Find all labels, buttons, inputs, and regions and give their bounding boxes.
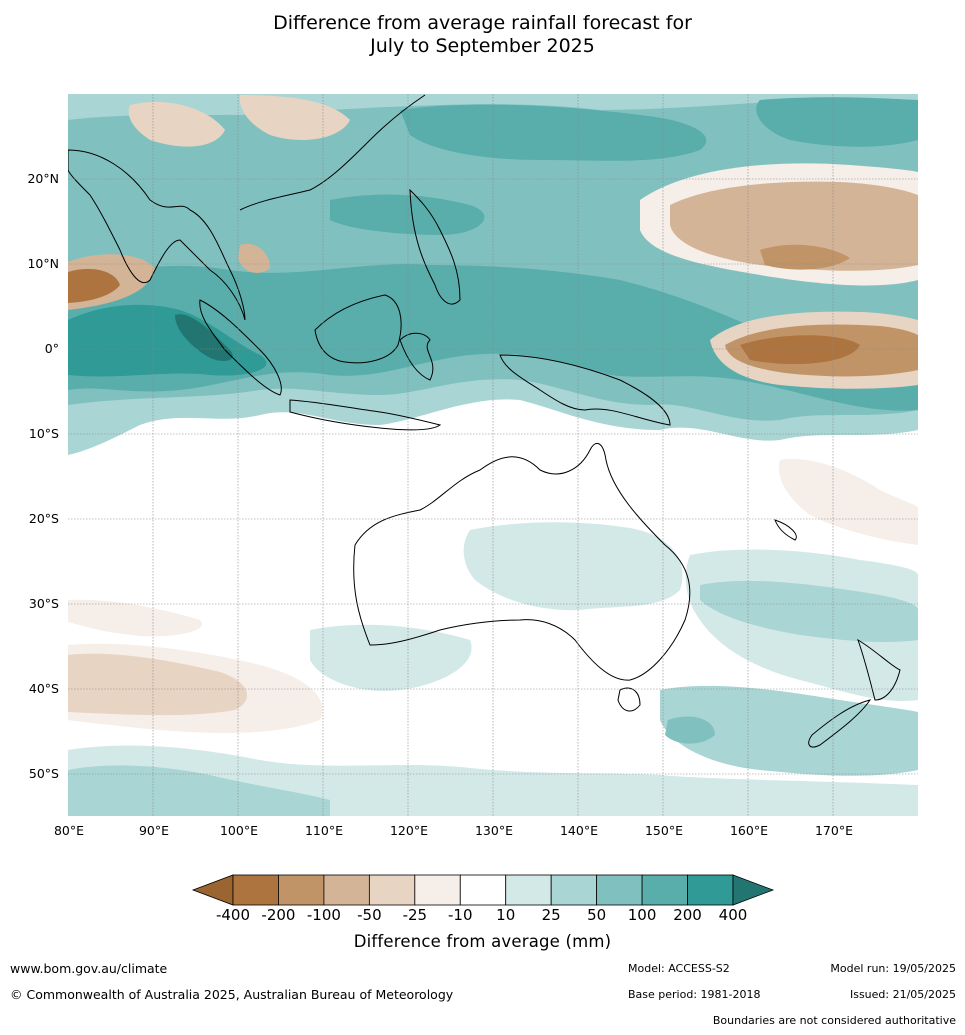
wet-patch-southeast	[665, 716, 715, 744]
lat-label: 50°S	[29, 766, 59, 781]
footer-issued: Issued: 21/05/2025	[849, 988, 956, 1001]
new-caledonia-coastline	[774, 519, 797, 541]
lon-label: 90°E	[139, 823, 169, 838]
footer-url[interactable]: www.bom.gov.au/climate	[10, 961, 168, 976]
footer-copyright: © Commonwealth of Australia 2025, Austra…	[10, 987, 454, 1002]
colorbar-tick-label: 10	[496, 906, 516, 924]
tasmania-coastline	[617, 687, 641, 712]
lat-label: 20°S	[29, 511, 59, 526]
longitude-labels: 80°E 90°E 100°E 110°E 120°E 130°E 140°E …	[54, 823, 853, 838]
new-zealand-coastline	[808, 638, 901, 748]
dry-equatorial-pacific-core	[740, 335, 860, 365]
colorbar-tick-label: -100	[306, 906, 341, 924]
lat-label: 20°N	[27, 171, 59, 186]
lat-label: 40°S	[29, 681, 59, 696]
lon-label: 120°E	[390, 823, 428, 838]
coastlines	[68, 94, 901, 748]
dry-nw-pacific-core	[760, 244, 850, 270]
graticule	[68, 94, 918, 816]
lat-label: 30°S	[29, 596, 59, 611]
wet-patch-great-australian-bight	[310, 624, 472, 691]
wet-patch-south-china-sea	[400, 104, 707, 161]
wet-patch-northeast	[756, 97, 918, 147]
wet-inland-australia	[463, 522, 683, 611]
wet-peak-sumatra	[175, 314, 233, 362]
colorbar-tick-label: 200	[673, 906, 702, 924]
footer-boundaries-note: Boundaries are not considered authoritat…	[712, 1014, 956, 1027]
colorbar-tick-label: -50	[357, 906, 382, 924]
wet-southern-ocean-mid	[68, 765, 330, 816]
lon-label: 140°E	[560, 823, 598, 838]
lat-label: 0°	[45, 341, 59, 356]
dry-coral-sea	[779, 459, 918, 545]
wet-patch-philippines	[330, 194, 485, 235]
east-asia-coastline	[239, 94, 426, 211]
wet-tasman-mid	[700, 580, 918, 643]
footer-model-run: Model run: 19/05/2025	[830, 962, 956, 975]
borneo-coastline	[314, 294, 402, 364]
sulawesi-coastline	[399, 332, 434, 381]
south-asia-coastline	[68, 149, 246, 321]
lon-label: 150°E	[645, 823, 683, 838]
philippines-coastline	[409, 188, 461, 305]
colorbar-tick-label: 25	[541, 906, 561, 924]
dry-patch-west-indian-ocean	[68, 599, 202, 637]
dry-south-indian-ocean-mid	[68, 653, 247, 716]
wet-southern-tasman	[660, 685, 918, 776]
map-title-line2: July to September 2025	[370, 35, 595, 57]
colorbar-tick-label: -200	[261, 906, 296, 924]
java-coastline	[289, 399, 442, 431]
lon-label: 110°E	[305, 823, 343, 838]
lon-label: 100°E	[220, 823, 258, 838]
colorbar-tick-label: -10	[448, 906, 473, 924]
sumatra-coastline	[199, 299, 282, 396]
footer-base-period: Base period: 1981-2018	[628, 988, 761, 1001]
dry-arabian-sea-core	[68, 268, 120, 303]
footer-model: Model: ACCESS-S2	[628, 962, 730, 975]
lon-label: 170°E	[815, 823, 853, 838]
rainfall-map: 20°N 10°N 0° 10°S 20°S 30°S 40°S 50°S 80…	[27, 94, 918, 838]
lat-label: 10°S	[29, 426, 59, 441]
colorbar-tick-label: -25	[402, 906, 428, 924]
lat-label: 10°N	[27, 256, 59, 271]
legend-title: Difference from average (mm)	[353, 932, 612, 951]
dry-nw-pacific-mid	[670, 181, 918, 271]
australia-coastline	[353, 442, 691, 681]
lon-label: 80°E	[54, 823, 84, 838]
new-guinea-coastline	[499, 354, 671, 426]
map-title-line1: Difference from average rainfall forecas…	[273, 12, 692, 34]
dry-patch-south-china	[239, 95, 350, 140]
latitude-labels: 20°N 10°N 0° 10°S 20°S 30°S 40°S 50°S	[27, 171, 59, 781]
dry-patch-thailand	[238, 243, 270, 273]
lon-label: 160°E	[730, 823, 768, 838]
lon-label: 130°E	[475, 823, 513, 838]
colorbar-tick-label: 400	[718, 906, 748, 924]
colorbar-tick-label: 100	[627, 906, 657, 924]
colorbar-tick-label: -400	[215, 906, 251, 924]
colorbar-tick-label: 50	[587, 906, 607, 924]
